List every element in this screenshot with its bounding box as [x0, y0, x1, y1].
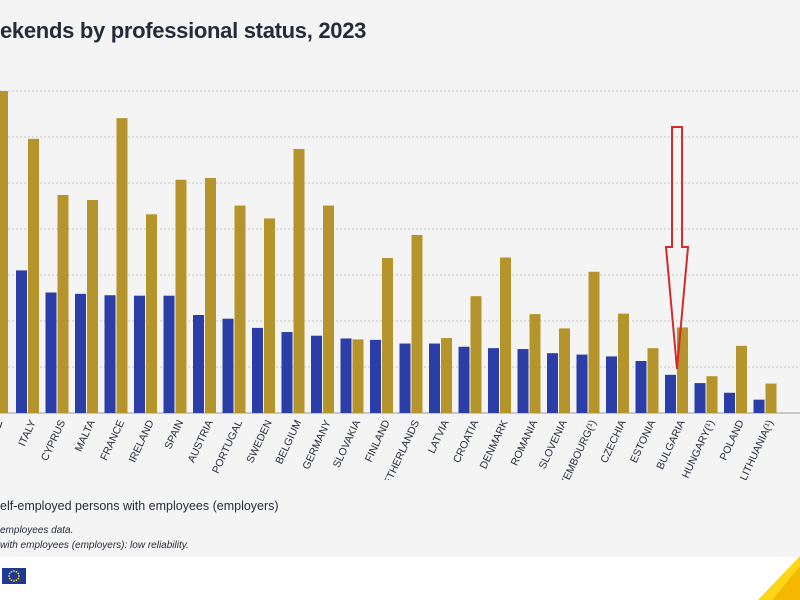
bar-employers-cyprus — [57, 194, 69, 413]
category-label: SWEDEN — [244, 418, 274, 465]
bar-employees-sweden — [252, 327, 263, 413]
cut-label-fragment — [0, 421, 3, 429]
category-label: DENMARK — [478, 418, 511, 471]
category-label: MALTA — [73, 418, 98, 453]
category-label: POLAND — [718, 418, 747, 463]
category-label: SLOVAKIA — [331, 418, 364, 469]
bar-employers-france — [116, 118, 128, 413]
bar-employees-netherlands — [399, 343, 411, 413]
chart-panel — [0, 0, 800, 557]
category-label: CYPRUS — [39, 418, 68, 463]
bar-employees-croatia — [458, 346, 470, 413]
bar-employers-lithuania — [765, 383, 777, 413]
category-label: ITALY — [16, 418, 39, 448]
corner-decoration — [758, 556, 800, 600]
bar-employers-slovakia — [352, 339, 364, 413]
bar-employees-czechia — [606, 356, 617, 413]
category-label: ESTONIA — [628, 418, 658, 465]
bar-employees-slovenia — [547, 353, 558, 413]
bar-employees-finland — [370, 339, 381, 413]
category-label: ROMANIA — [509, 418, 541, 467]
bar-employees-bulgaria — [665, 374, 676, 413]
bar-employees-germany — [311, 335, 322, 413]
category-label: FINLAND — [363, 418, 393, 464]
bar-employees-cyprus — [45, 292, 57, 413]
bar-employees-latvia — [429, 343, 440, 413]
bar-employers-slovenia — [559, 328, 570, 413]
bar-employees-spain — [163, 295, 175, 413]
bar-employers-bulgaria — [677, 327, 688, 413]
legend-label-employers: elf-employed persons with employees (emp… — [0, 499, 279, 513]
category-label: SPAIN — [162, 418, 186, 451]
eu-flag-icon — [2, 568, 26, 584]
bar-employers-germany — [323, 205, 334, 413]
category-label: BULGARIA — [654, 418, 687, 471]
bar-employees-poland — [724, 392, 735, 413]
footnote-1: employees data. — [0, 525, 74, 536]
bar-employers-romania — [529, 314, 541, 413]
bar-employers-portugal — [234, 205, 246, 413]
bar-employers-italy — [28, 138, 39, 413]
category-label: AUSTRIA — [186, 418, 216, 464]
annotations — [664, 126, 690, 370]
red-arrow-annotation — [664, 126, 690, 370]
category-label: CZECHIA — [598, 418, 628, 465]
bar-employers-poland — [736, 345, 747, 413]
category-label: GERMANY — [300, 418, 333, 471]
category-label: IRELAND — [127, 418, 157, 465]
bar-employers-croatia — [470, 296, 482, 413]
bar-employees-portugal — [222, 318, 234, 413]
bar-chart: ITALY CYPRUS MALTA FRANCE IRELAND SPAIN AUSTRI… — [0, 90, 800, 480]
category-labels: ITALY CYPRUS MALTA FRANCE IRELAND SPAIN AUSTRI… — [0, 418, 776, 480]
bar-employees-lithuania — [753, 399, 765, 413]
category-label: PORTUGAL — [210, 418, 245, 475]
bar-cut-employers — [0, 91, 8, 413]
bar-employers-malta — [87, 200, 98, 413]
bar-employees-romania — [517, 349, 529, 413]
bar-employers-denmark — [500, 257, 511, 413]
bars — [0, 91, 777, 413]
bar-employees-austria — [193, 315, 204, 413]
category-label: CROATIA — [451, 418, 481, 465]
bar-employees-denmark — [488, 348, 499, 413]
bar-employers-belgium — [293, 148, 305, 413]
bar-employees-france — [104, 295, 116, 413]
bar-employees-italy — [16, 270, 27, 413]
bar-employers-finland — [382, 257, 393, 413]
category-label: FRANCE — [98, 418, 127, 462]
bar-employers-hungary — [706, 376, 718, 413]
bar-employers-sweden — [264, 218, 275, 413]
bar-employees-belgium — [281, 332, 293, 413]
bar-employers-ireland — [146, 214, 157, 413]
bar-employers-netherlands — [411, 234, 423, 413]
bar-employees-slovakia — [340, 338, 352, 413]
legend-item-employers: elf-employed persons with employees (emp… — [0, 499, 279, 513]
category-label: BELGIUM — [273, 418, 304, 466]
bar-employers-czechia — [618, 313, 629, 413]
bar-employees-luxembourg — [576, 354, 588, 413]
bar-employers-estonia — [647, 348, 659, 413]
category-label: LATVIA — [426, 418, 452, 455]
bar-employers-austria — [205, 177, 216, 413]
bar-employees-estonia — [635, 361, 647, 413]
bar-employers-luxembourg — [588, 271, 600, 413]
bar-employees-hungary — [694, 383, 706, 413]
bar-employers-latvia — [441, 338, 452, 413]
footnote-2: with employees (employers): low reliabil… — [0, 540, 189, 551]
bar-employees-ireland — [134, 295, 145, 413]
chart-title: ekends by professional status, 2023 — [0, 18, 367, 43]
category-label: SLOVENIA — [537, 418, 570, 471]
bar-employers-spain — [175, 179, 187, 413]
bar-employees-malta — [75, 293, 86, 413]
